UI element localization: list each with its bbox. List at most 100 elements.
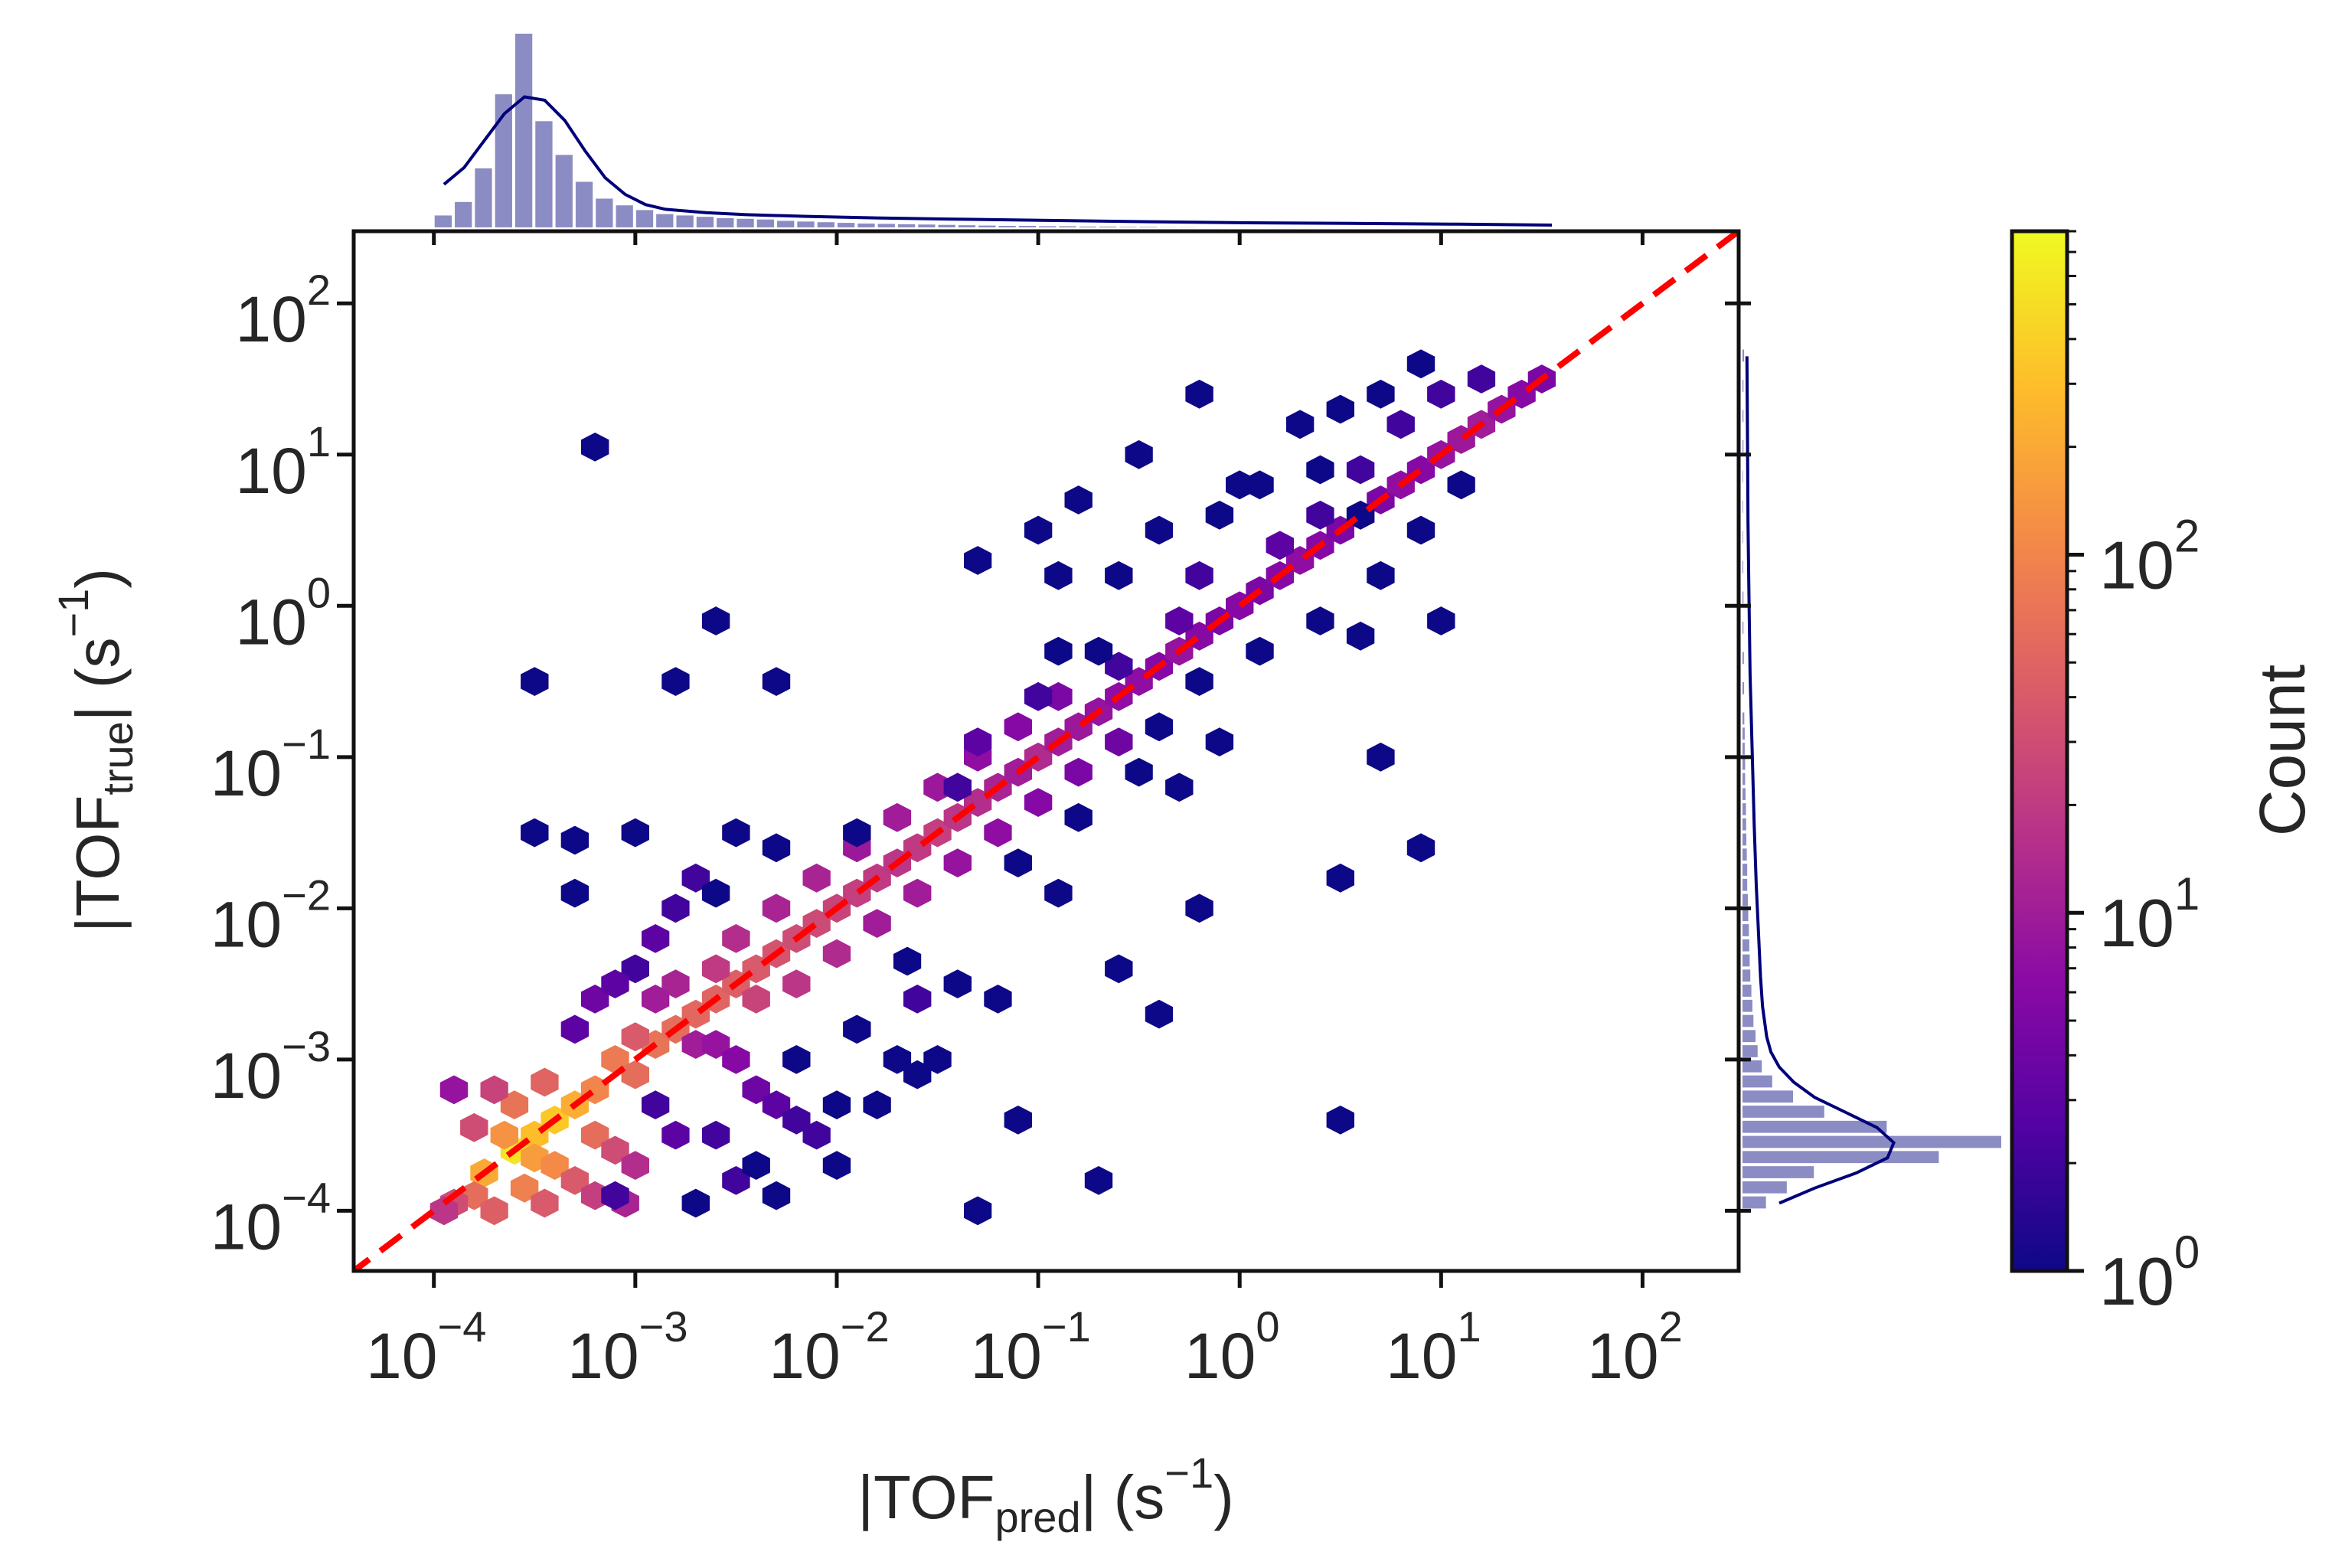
- y-tick-label: 100: [235, 568, 331, 658]
- x-histogram-bar: [1178, 225, 1199, 230]
- x-histogram-bar: [776, 219, 796, 229]
- x-histogram-bar: [1299, 226, 1320, 230]
- x-histogram-bar: [1158, 225, 1179, 230]
- hexbin: [581, 1120, 609, 1150]
- x-axis-label-sub: pred: [995, 1493, 1081, 1541]
- x-histogram-bar: [1118, 225, 1138, 229]
- x-histogram-bar: [674, 214, 695, 229]
- colorbar-label: Count: [2246, 665, 2318, 836]
- x-histogram-bar: [614, 204, 635, 230]
- y-histogram-bar: [1741, 1165, 1816, 1180]
- hexbin: [1346, 455, 1375, 485]
- y-histogram-bar: [1741, 1134, 2003, 1150]
- x-histogram-bar: [916, 223, 937, 230]
- hexbin: [782, 969, 811, 998]
- hexbin: [903, 985, 932, 1014]
- marginal-x-histogram: [433, 32, 1562, 230]
- hexbin: [1467, 364, 1496, 394]
- x-histogram-bar: [896, 222, 917, 229]
- hexbin: [923, 1045, 952, 1074]
- y-histogram-bar: [1741, 968, 1752, 984]
- x-histogram-bar: [936, 223, 957, 230]
- hexbin: [903, 878, 932, 908]
- hexbin: [1145, 712, 1174, 742]
- x-histogram-bar: [735, 217, 756, 229]
- hexbin: [964, 546, 992, 575]
- hexbin: [581, 985, 609, 1014]
- x-histogram-bar: [1420, 226, 1441, 229]
- x-histogram-bar: [755, 217, 776, 230]
- hexbin: [1185, 560, 1213, 590]
- y-histogram-bar: [1741, 408, 1746, 424]
- y-histogram-bar: [1741, 923, 1751, 938]
- hexbin: [560, 1166, 590, 1195]
- y-axis-label-main: |TOF: [64, 795, 132, 933]
- x-histogram-bar: [1037, 224, 1058, 229]
- y-histogram-bar: [1741, 1028, 1758, 1044]
- x-histogram-bar: [1098, 224, 1119, 230]
- hexbin: [480, 1196, 508, 1226]
- y-histogram-bar: [1741, 831, 1749, 848]
- x-histogram-bar: [876, 222, 897, 230]
- hexbin: [1105, 727, 1133, 756]
- x-histogram-bar: [1259, 226, 1279, 229]
- y-axis-label-sub: true: [93, 721, 142, 795]
- x-histogram-bar: [1460, 226, 1481, 229]
- hexbin: [521, 667, 549, 696]
- x-histogram-bar: [1218, 226, 1239, 230]
- identity-reference-line: [354, 231, 1739, 1271]
- hexbin: [1064, 802, 1093, 832]
- hexbin-layer: [429, 349, 1556, 1226]
- y-histogram-bar: [1741, 816, 1748, 832]
- hexbin: [661, 969, 690, 998]
- hexbin: [722, 1045, 750, 1074]
- hexbin: [1145, 515, 1174, 545]
- y-histogram-bar: [1741, 710, 1746, 727]
- x-tick-label: 101: [1386, 1302, 1481, 1392]
- x-histogram-bar: [795, 220, 816, 229]
- y-histogram-bar: [1741, 741, 1746, 756]
- x-histogram-bar: [835, 221, 857, 230]
- hexbin: [1125, 439, 1153, 469]
- hexbin: [762, 1090, 791, 1119]
- hexbin: [843, 1014, 871, 1044]
- y-histogram-bar: [1741, 1073, 1774, 1089]
- x-histogram-bar: [1540, 227, 1562, 229]
- hexbin: [642, 985, 670, 1014]
- hexbin: [1427, 379, 1455, 409]
- x-histogram-bar: [473, 166, 494, 230]
- x-histogram-bar: [534, 119, 554, 229]
- hexbin: [521, 818, 549, 848]
- hexbin: [1406, 349, 1435, 379]
- hexbin: [863, 909, 891, 938]
- y-histogram-bar: [1741, 439, 1746, 454]
- hexbin: [560, 878, 590, 908]
- x-histogram-bar: [1440, 226, 1461, 229]
- hexbin: [1346, 621, 1375, 651]
- x-tick-label: 10−4: [366, 1302, 486, 1392]
- y-tick-label: 10−4: [211, 1173, 331, 1263]
- hexbin: [802, 863, 831, 893]
- hexbin: [1044, 560, 1073, 590]
- y-tick-label: 101: [235, 417, 331, 507]
- y-histogram-bar: [1741, 560, 1745, 575]
- hexbin: [621, 818, 649, 848]
- y-kde-curve: [1745, 356, 1896, 1205]
- hexbin: [822, 1151, 851, 1180]
- colorbar-tick-label: 101: [2099, 868, 2200, 961]
- x-axis-label: |TOFpred| (s−1): [857, 1449, 1234, 1541]
- x-histogram-bar: [1057, 224, 1078, 229]
- x-histogram-bar: [997, 224, 1017, 229]
- hexbin: [642, 1090, 670, 1119]
- hexbin: [822, 939, 851, 969]
- x-kde-curve: [443, 95, 1553, 227]
- y-histogram-bar: [1741, 499, 1745, 514]
- hexbin: [722, 924, 750, 953]
- x-tick-label: 100: [1184, 1302, 1280, 1392]
- hexbin: [903, 1060, 932, 1089]
- x-histogram-bar: [1400, 226, 1421, 229]
- hexbin: [1004, 848, 1032, 877]
- colorbar-gradient: [2010, 229, 2069, 1273]
- hexbin: [984, 818, 1012, 848]
